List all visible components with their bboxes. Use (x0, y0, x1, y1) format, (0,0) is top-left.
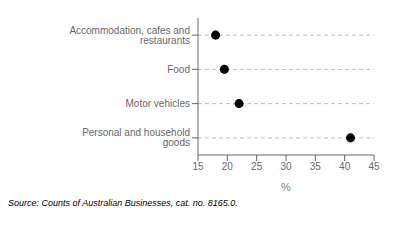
svg-text:Food: Food (167, 64, 190, 75)
svg-text:45: 45 (368, 161, 380, 172)
svg-text:20: 20 (222, 161, 234, 172)
svg-text:Motor vehicles: Motor vehicles (126, 98, 190, 109)
svg-text:%: % (281, 181, 291, 193)
svg-text:40: 40 (339, 161, 351, 172)
svg-text:35: 35 (310, 161, 322, 172)
svg-text:15: 15 (192, 161, 204, 172)
svg-text:Personal and householdgoods: Personal and householdgoods (82, 127, 190, 148)
svg-text:30: 30 (280, 161, 292, 172)
svg-text:Accommodation, cafes andrestau: Accommodation, cafes andrestaurants (69, 25, 190, 46)
svg-text:25: 25 (251, 161, 263, 172)
html-text:Source: Counts of Australian B: Source: Counts of Australian Businesses,… (8, 198, 238, 208)
